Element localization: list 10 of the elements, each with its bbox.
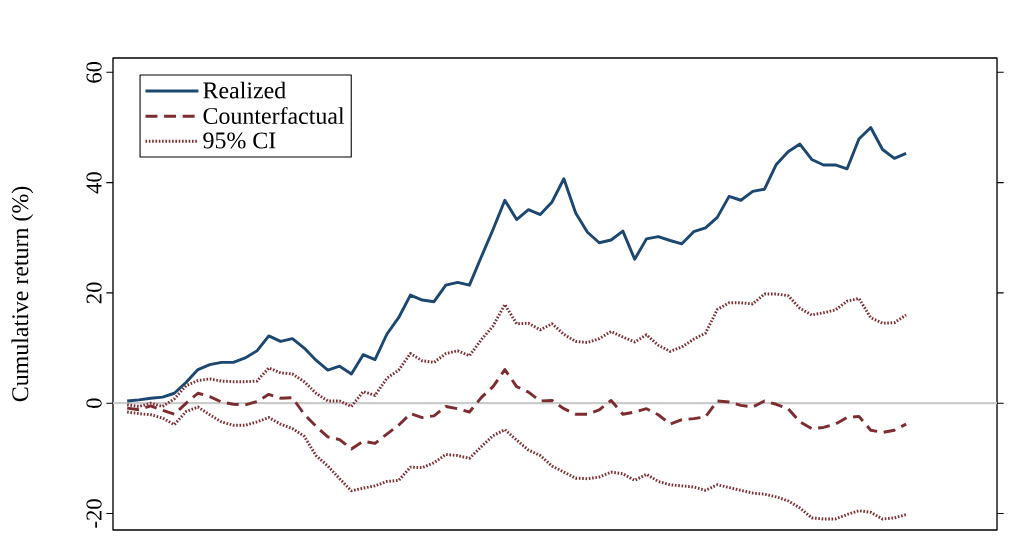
y-tick-label: 60 (86, 61, 102, 83)
legend-label: Realized (203, 81, 286, 99)
line-series (125, 126, 908, 403)
y-tick-label: 20 (86, 282, 102, 304)
legend-label: 95% CI (203, 132, 276, 149)
y-tick-label: 0 (86, 398, 102, 408)
y-axis-title: Cumulative return (%) (11, 186, 34, 402)
legend-label: Counterfactual (203, 106, 345, 124)
y-tick-label: 40 (86, 172, 102, 194)
y-tick-label: -20 (86, 499, 102, 528)
